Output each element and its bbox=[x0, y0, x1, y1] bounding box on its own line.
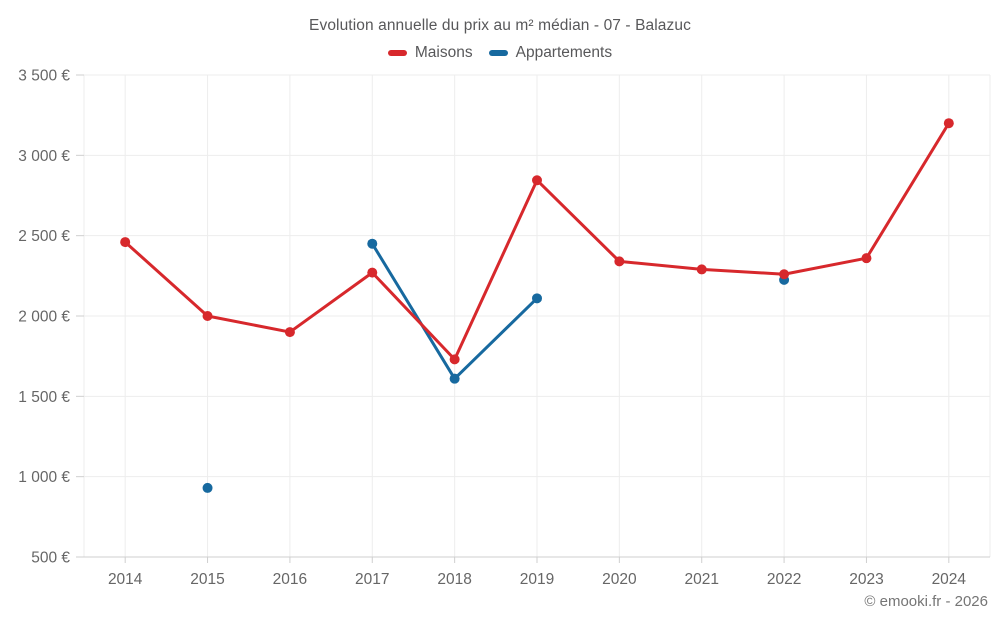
y-axis-label: 3 500 € bbox=[18, 68, 70, 85]
data-point-maisons-2023[interactable] bbox=[861, 253, 872, 264]
data-point-maisons-2016[interactable] bbox=[284, 327, 295, 338]
y-axis-label: 2 500 € bbox=[18, 228, 70, 245]
x-axis-label: 2019 bbox=[520, 571, 554, 588]
y-axis-label: 1 500 € bbox=[18, 389, 70, 406]
x-axis-label: 2017 bbox=[355, 571, 389, 588]
y-axis-label: 1 000 € bbox=[18, 469, 70, 486]
data-point-appartements-2015[interactable] bbox=[202, 482, 213, 493]
x-axis-label: 2023 bbox=[849, 571, 883, 588]
chart-title: Evolution annuelle du prix au m² médian … bbox=[309, 17, 691, 34]
data-point-maisons-2014[interactable] bbox=[120, 237, 131, 248]
copyright-text: © emooki.fr - 2026 bbox=[864, 593, 988, 610]
data-point-maisons-2015[interactable] bbox=[202, 311, 213, 321]
legend-label-appartements: Appartements bbox=[515, 44, 613, 61]
x-axis-label: 2016 bbox=[273, 571, 307, 588]
data-point-appartements-2019[interactable] bbox=[532, 293, 542, 304]
x-axis-label: 2014 bbox=[108, 571, 143, 588]
legend-item-appartements[interactable]: Appartements bbox=[488, 44, 613, 62]
chart-legend: Maisons Appartements bbox=[0, 44, 1000, 62]
y-axis-label: 3 000 € bbox=[18, 148, 70, 165]
data-point-maisons-2020[interactable] bbox=[614, 256, 625, 267]
x-axis-label: 2021 bbox=[684, 571, 718, 588]
x-axis-label: 2020 bbox=[602, 571, 637, 588]
legend-marker-appartements bbox=[488, 50, 508, 56]
data-point-maisons-2022[interactable] bbox=[779, 269, 790, 280]
data-point-maisons-2018[interactable] bbox=[449, 354, 460, 365]
y-axis-label: 2 000 € bbox=[18, 309, 70, 326]
legend-label-maisons: Maisons bbox=[414, 44, 473, 61]
data-point-maisons-2024[interactable] bbox=[943, 118, 954, 129]
legend-marker-maisons bbox=[387, 50, 407, 56]
x-axis-label: 2024 bbox=[932, 571, 967, 588]
y-axis-label: 500 € bbox=[31, 550, 70, 567]
legend-item-maisons[interactable]: Maisons bbox=[387, 44, 473, 62]
x-axis-label: 2022 bbox=[767, 571, 801, 588]
data-point-maisons-2019[interactable] bbox=[532, 175, 542, 186]
x-axis-label: 2015 bbox=[190, 571, 224, 588]
data-point-appartements-2018[interactable] bbox=[449, 373, 460, 384]
data-point-maisons-2021[interactable] bbox=[696, 264, 707, 275]
data-point-maisons-2017[interactable] bbox=[367, 267, 378, 278]
data-point-appartements-2017[interactable] bbox=[367, 238, 378, 249]
x-axis-label: 2018 bbox=[437, 571, 471, 588]
